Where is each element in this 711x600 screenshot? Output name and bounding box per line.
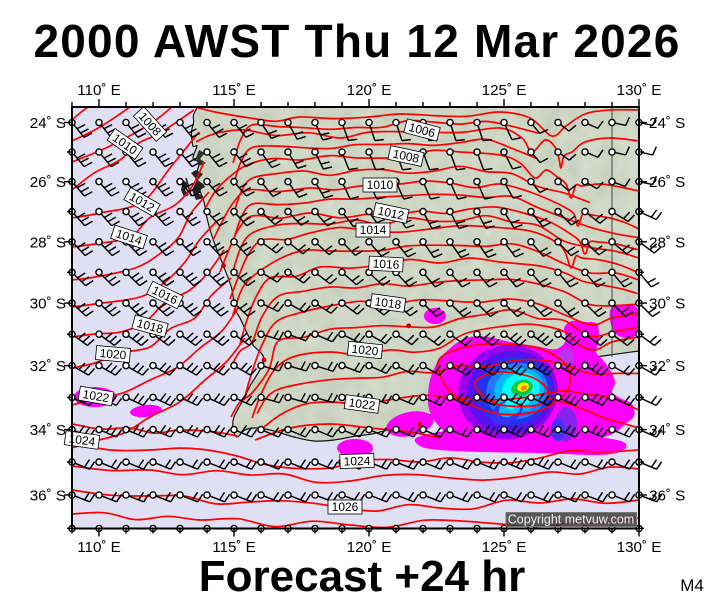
svg-text:1026: 1026	[332, 500, 359, 514]
svg-text:M4: M4	[680, 576, 704, 595]
svg-text:1022: 1022	[82, 387, 111, 405]
svg-text:26˚ S: 26˚ S	[30, 174, 66, 191]
svg-text:Copyright metvuw.com: Copyright metvuw.com	[508, 513, 634, 527]
svg-text:30˚ S: 30˚ S	[30, 296, 66, 313]
svg-text:32˚ S: 32˚ S	[649, 358, 685, 375]
svg-text:32˚ S: 32˚ S	[30, 358, 66, 375]
svg-text:36˚ S: 36˚ S	[30, 488, 66, 505]
svg-text:125˚ E: 125˚ E	[482, 539, 527, 556]
svg-text:115˚ E: 115˚ E	[212, 82, 256, 99]
svg-text:34˚ S: 34˚ S	[30, 422, 66, 439]
svg-text:24˚ S: 24˚ S	[30, 115, 66, 132]
svg-text:1024: 1024	[68, 431, 97, 449]
svg-text:115˚ E: 115˚ E	[212, 539, 256, 556]
svg-text:120˚ E: 120˚ E	[347, 539, 392, 556]
svg-text:110˚ E: 110˚ E	[77, 539, 121, 556]
svg-text:120˚ E: 120˚ E	[347, 82, 392, 99]
svg-text:1012: 1012	[376, 204, 405, 223]
svg-text:1018: 1018	[374, 294, 403, 312]
svg-text:34˚ S: 34˚ S	[649, 422, 685, 439]
svg-text:24˚ S: 24˚ S	[649, 115, 685, 132]
svg-text:1010: 1010	[367, 178, 394, 192]
svg-text:1020: 1020	[99, 346, 127, 362]
svg-text:130˚ E: 130˚ E	[617, 82, 662, 99]
svg-text:110˚ E: 110˚ E	[77, 82, 121, 99]
svg-text:30˚ S: 30˚ S	[649, 296, 685, 313]
svg-text:1014: 1014	[360, 223, 387, 237]
svg-text:28˚ S: 28˚ S	[30, 234, 66, 251]
svg-text:2000 AWST Thu 12 Mar 2026: 2000 AWST Thu 12 Mar 2026	[33, 15, 680, 67]
svg-text:1022: 1022	[348, 395, 377, 413]
svg-text:26˚ S: 26˚ S	[649, 174, 685, 191]
svg-text:125˚ E: 125˚ E	[482, 82, 527, 99]
svg-text:Forecast +24 hr: Forecast +24 hr	[199, 552, 526, 600]
svg-text:1018: 1018	[135, 316, 165, 337]
svg-text:1016: 1016	[372, 257, 400, 272]
svg-text:1024: 1024	[343, 454, 370, 469]
svg-text:130˚ E: 130˚ E	[617, 539, 662, 556]
svg-text:1020: 1020	[351, 342, 379, 359]
svg-text:28˚ S: 28˚ S	[649, 234, 685, 251]
svg-text:1008: 1008	[391, 147, 420, 166]
svg-text:36˚ S: 36˚ S	[649, 488, 685, 505]
svg-text:1006: 1006	[407, 120, 437, 141]
